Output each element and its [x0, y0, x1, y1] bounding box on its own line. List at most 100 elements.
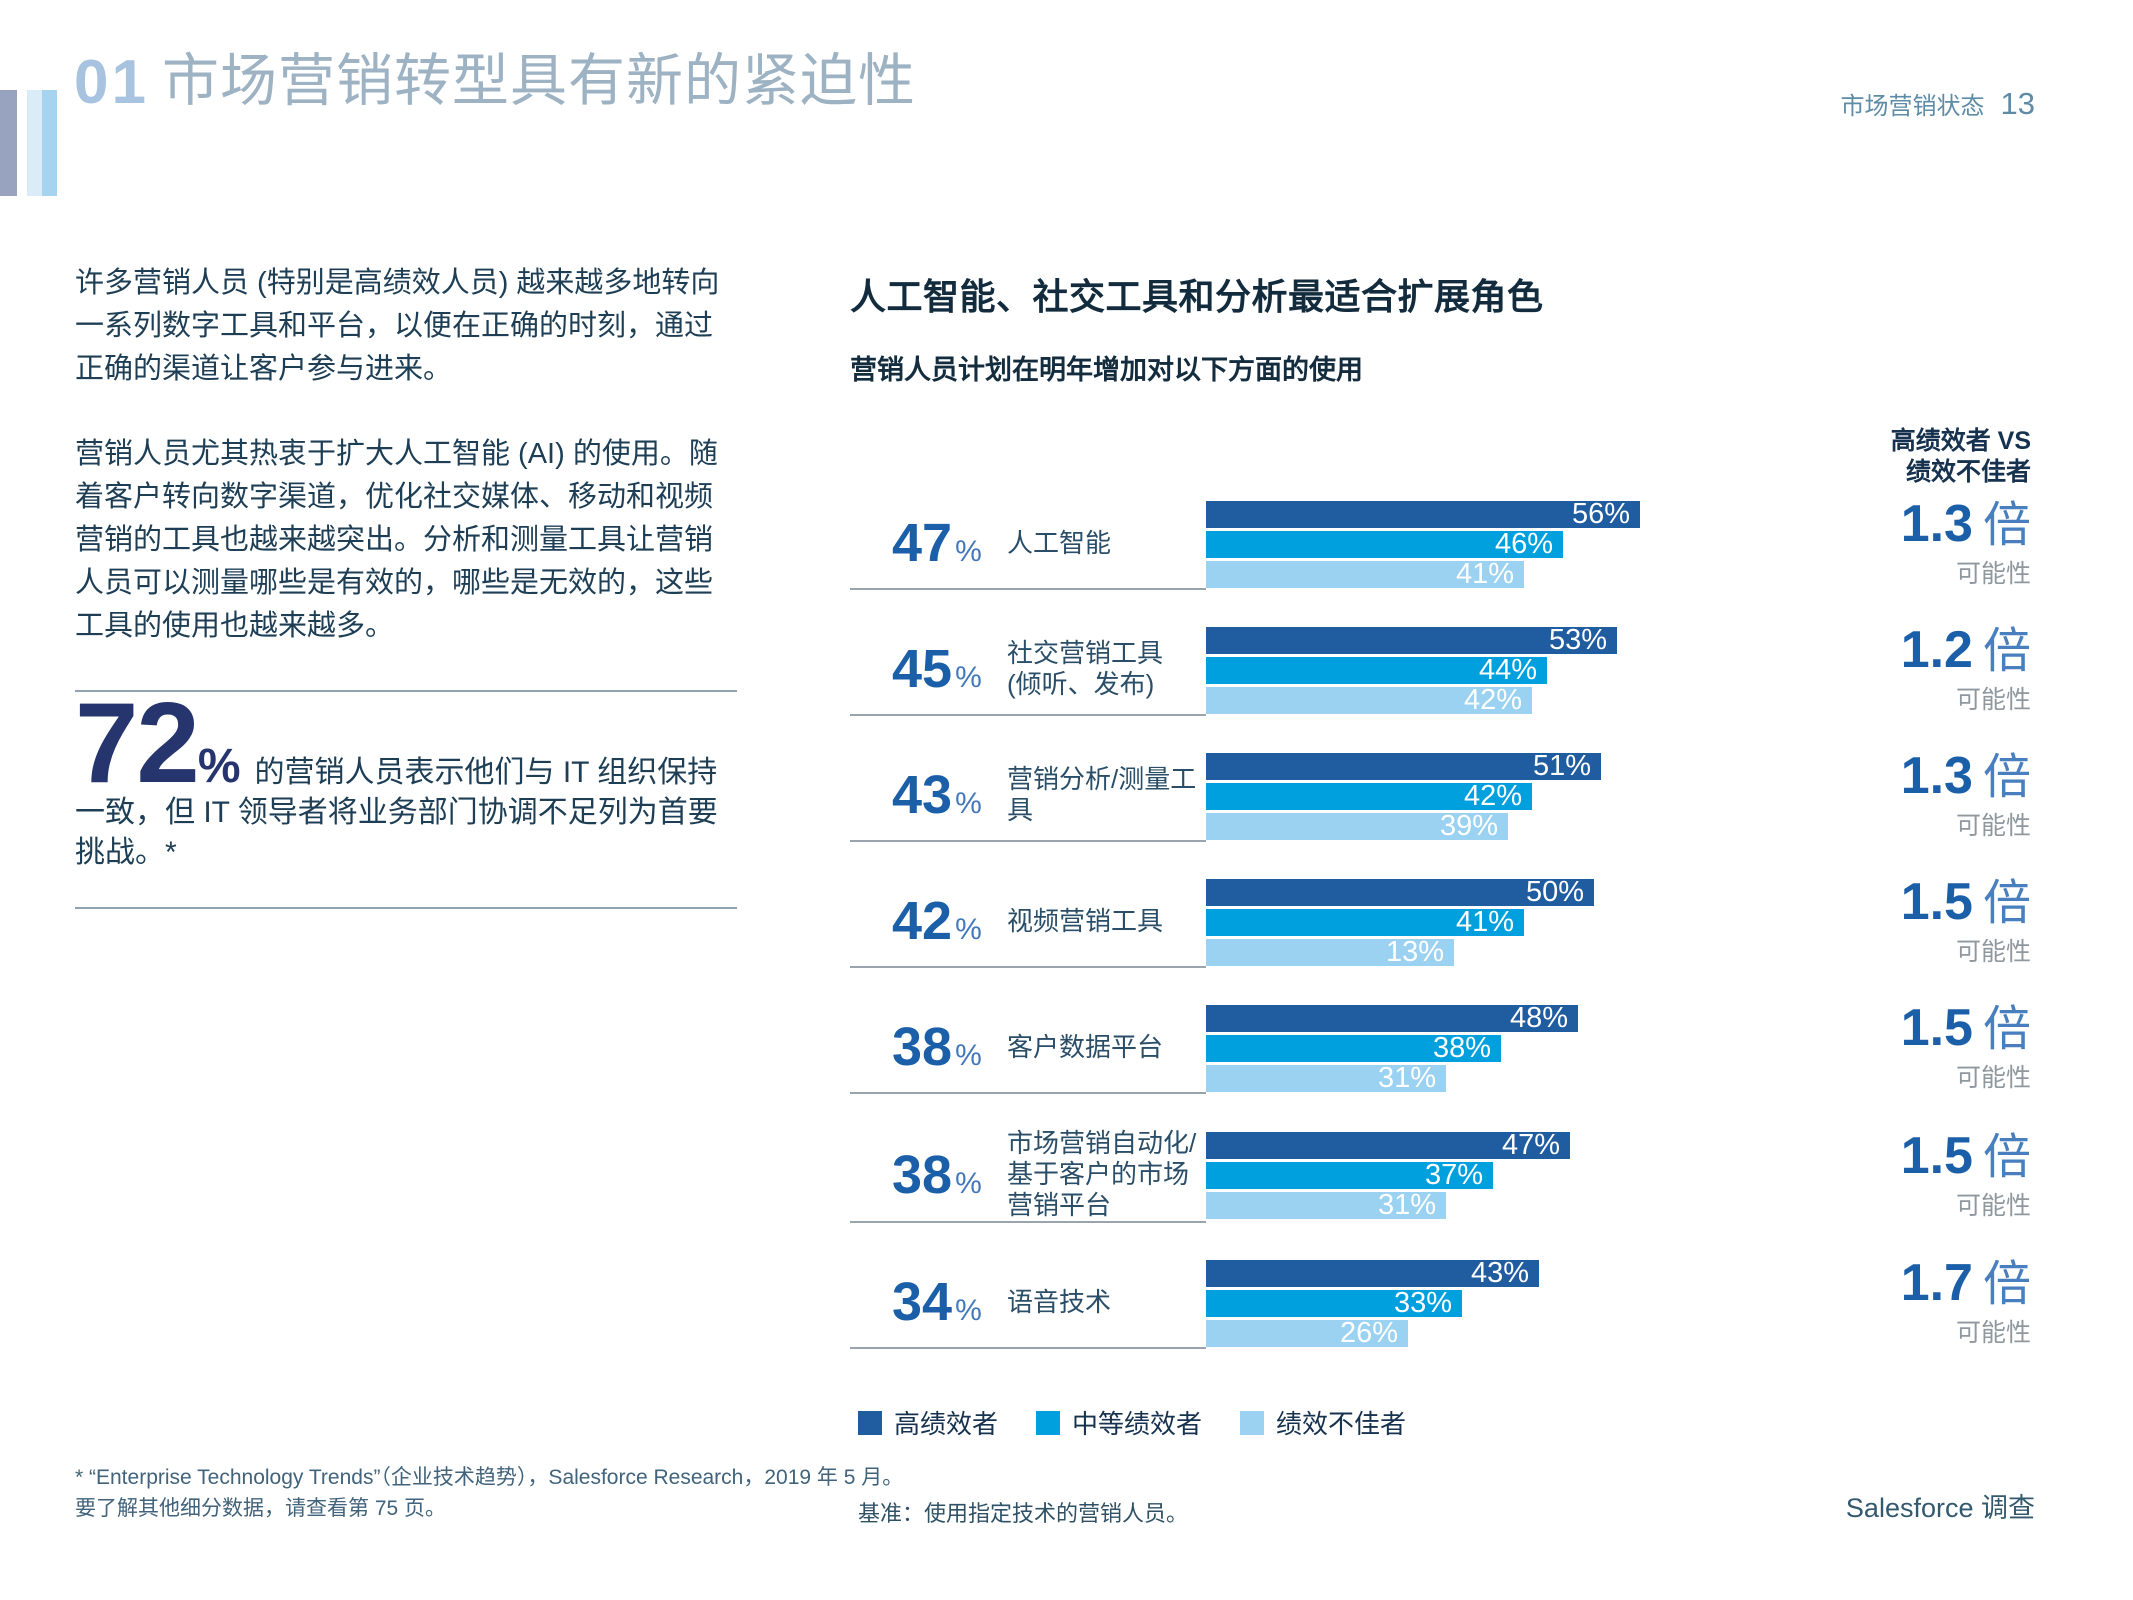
- comparison-header-line-2: 绩效不佳者: [1905, 458, 2031, 486]
- bar-value-label: 43%: [1470, 1256, 1529, 1289]
- row-category: 语音技术: [1007, 1287, 1111, 1318]
- bar-value-label: 53%: [1548, 623, 1607, 656]
- bar-value-label: 38%: [1432, 1031, 1491, 1064]
- row-percent-sign: %: [955, 1039, 982, 1072]
- intro-paragraph-2: 营销人员尤其热衷于扩大人工智能 (AI) 的使用。随着客户转向数字渠道，优化社交…: [75, 438, 718, 642]
- stat-divider-bottom: [75, 907, 737, 909]
- bar-segment-高绩效者: 50%: [1206, 875, 1594, 908]
- footnote: * “Enterprise Technology Trends”（企业技术趋势）…: [75, 1462, 903, 1524]
- multiplier-suffix: 倍: [1982, 1258, 2031, 1311]
- multiplier-line: 1.5 倍: [1901, 876, 2031, 928]
- baseline-note: 基准：使用指定技术的营销人员。: [858, 1501, 1189, 1526]
- multiplier-cell: 1.3 倍可能性: [1858, 750, 2035, 842]
- bar-segment-高绩效者: 43%: [1206, 1256, 1539, 1289]
- left-text-column: 许多营销人员 (特别是高绩效人员) 越来越多地转向一系列数字工具和平台，以便在正…: [75, 262, 737, 909]
- bar-segment-绩效不佳者: 42%: [1206, 685, 1532, 714]
- row-category-line: 社交营销工具: [1007, 638, 1164, 668]
- row-label-zone: 43% 营销分析/测量工具: [850, 750, 1206, 842]
- row-overall-stat: 43%: [850, 768, 1007, 822]
- bar-segment-绩效不佳者: 31%: [1206, 1189, 1446, 1221]
- multiplier-suffix: 倍: [1982, 499, 2031, 552]
- row-category: 社交营销工具 (倾听、发布): [1007, 638, 1163, 700]
- chart-row: 38% 客户数据平台 48% 38% 31% 1.5 倍可能性: [850, 1002, 2035, 1094]
- bar-value-label: 41%: [1455, 905, 1514, 938]
- bar-segment-中等绩效者: 42%: [1206, 781, 1532, 810]
- row-category-line: 市场营销自动化/: [1007, 1128, 1197, 1158]
- row-category-line: 营销平台: [1007, 1190, 1112, 1220]
- stripe-pale-blue: [27, 90, 42, 196]
- multiplier-cell: 1.5 倍可能性: [1858, 1128, 2035, 1223]
- multiplier-cell: 1.7 倍可能性: [1858, 1257, 2035, 1349]
- bar-segment-高绩效者: 48%: [1206, 1003, 1578, 1032]
- row-overall-value: 42: [892, 891, 953, 951]
- stat-text: 的营销人员表示他们与 IT 组织保持一致，但 IT 领导者将业务部门协调不足列为…: [75, 756, 718, 869]
- multiplier-line: 1.3 倍: [1901, 498, 2031, 550]
- stat-value: 72: [75, 680, 200, 807]
- comparison-header-line-1: 高绩效者 VS: [1890, 427, 2031, 455]
- multiplier-suffix: 倍: [1982, 625, 2031, 678]
- multiplier-suffix: 倍: [1982, 1130, 2031, 1184]
- multiplier-caption: 可能性: [1955, 938, 2031, 966]
- multiplier-cell: 1.3 倍可能性: [1858, 498, 2035, 590]
- row-overall-stat: 38%: [850, 1020, 1007, 1074]
- report-name: 市场营销状态: [1840, 93, 1985, 120]
- row-percent-sign: %: [955, 913, 982, 946]
- row-category: 营销分析/测量工具: [1007, 764, 1206, 826]
- bar-group: 53% 44% 42%: [1206, 624, 1858, 716]
- bar-value-label: 13%: [1385, 935, 1444, 968]
- row-label-zone: 38% 市场营销自动化/基于客户的市场 营销平台: [850, 1128, 1206, 1223]
- legend-label: 中等绩效者: [1072, 1409, 1203, 1439]
- stripe-light-blue: [42, 90, 57, 196]
- chart-title: 人工智能、社交工具和分析最适合扩展角色: [850, 276, 1544, 317]
- chart-row: 38% 市场营销自动化/基于客户的市场 营销平台 47% 37% 31% 1.5 倍可能性: [850, 1128, 2035, 1223]
- decorative-stripes: [0, 90, 57, 196]
- multiplier-line: 1.5 倍: [1901, 1002, 2031, 1054]
- bar-segment-绩效不佳者: 31%: [1206, 1063, 1446, 1092]
- header-page-reference: 市场营销状态 13: [1841, 86, 2035, 122]
- multiplier-line: 1.2 倍: [1901, 624, 2031, 676]
- bar-value-label: 31%: [1377, 1189, 1436, 1221]
- bar-segment-高绩效者: 53%: [1206, 623, 1617, 656]
- bar-chart-section: 人工智能、社交工具和分析最适合扩展角色 营销人员计划在明年增加对以下方面的使用 …: [850, 268, 2035, 1568]
- multiplier-value: 1.5: [1900, 873, 1973, 931]
- row-overall-stat: 38%: [850, 1148, 1007, 1202]
- stat-divider-top: [75, 690, 737, 692]
- legend-label: 高绩效者: [894, 1409, 999, 1439]
- bar-group: 48% 38% 31%: [1206, 1002, 1858, 1094]
- legend-swatch-icon: [1240, 1410, 1265, 1435]
- bar-value-label: 26%: [1339, 1316, 1398, 1349]
- bar-segment-中等绩效者: 46%: [1206, 529, 1563, 558]
- bar-segment-高绩效者: 51%: [1206, 751, 1601, 780]
- row-label-zone: 45% 社交营销工具 (倾听、发布): [850, 624, 1206, 716]
- row-category: 人工智能: [1007, 528, 1111, 559]
- bar-segment-绩效不佳者: 13%: [1206, 935, 1454, 968]
- multiplier-caption: 可能性: [1955, 1191, 2031, 1220]
- chart-row: 34% 语音技术 43% 33% 26% 1.7 倍可能性: [850, 1257, 2035, 1349]
- row-category-line: 人工智能: [1007, 527, 1112, 558]
- chart-row: 42% 视频营销工具 50% 41% 13% 1.5 倍可能性: [850, 876, 2035, 968]
- bar-value-label: 50%: [1525, 875, 1584, 908]
- bar-group: 47% 37% 31%: [1206, 1128, 1858, 1223]
- row-overall-value: 38: [892, 1144, 953, 1205]
- legend-item: 高绩效者: [858, 1404, 998, 1441]
- multiplier-value: 1.7: [1900, 1254, 1973, 1312]
- bar-value-label: 56%: [1571, 497, 1630, 530]
- stripe-gray: [0, 90, 17, 196]
- multiplier-suffix: 倍: [1982, 877, 2031, 930]
- bar-group: 51% 42% 39%: [1206, 750, 1858, 842]
- multiplier-caption: 可能性: [1955, 686, 2031, 714]
- chart-rows: 47% 人工智能 56% 46% 41% 1.3 倍可能性 45% 社交营销工具 (倾听、发布) 5…: [850, 498, 2035, 1383]
- page-number: 13: [2000, 86, 2035, 121]
- row-category-line: (倾听、发布): [1007, 669, 1155, 699]
- row-category-line: 营销分析/测量工具: [1007, 764, 1197, 825]
- row-category-line: 视频营销工具: [1007, 905, 1164, 936]
- multiplier-suffix: 倍: [1982, 1003, 2031, 1056]
- chart-row: 47% 人工智能 56% 46% 41% 1.3 倍可能性: [850, 498, 2035, 590]
- chart-legend: 高绩效者 中等绩效者 绩效不佳者: [858, 1404, 1406, 1441]
- multiplier-line: 1.7 倍: [1901, 1257, 2031, 1309]
- bar-segment-绩效不佳者: 26%: [1206, 1316, 1408, 1349]
- footnote-line-1: * “Enterprise Technology Trends”（企业技术趋势）…: [75, 1466, 904, 1489]
- row-overall-value: 43: [892, 765, 953, 825]
- footnote-line-2: 要了解其他细分数据，请查看第 75 页。: [75, 1497, 447, 1520]
- row-percent-sign: %: [955, 787, 982, 820]
